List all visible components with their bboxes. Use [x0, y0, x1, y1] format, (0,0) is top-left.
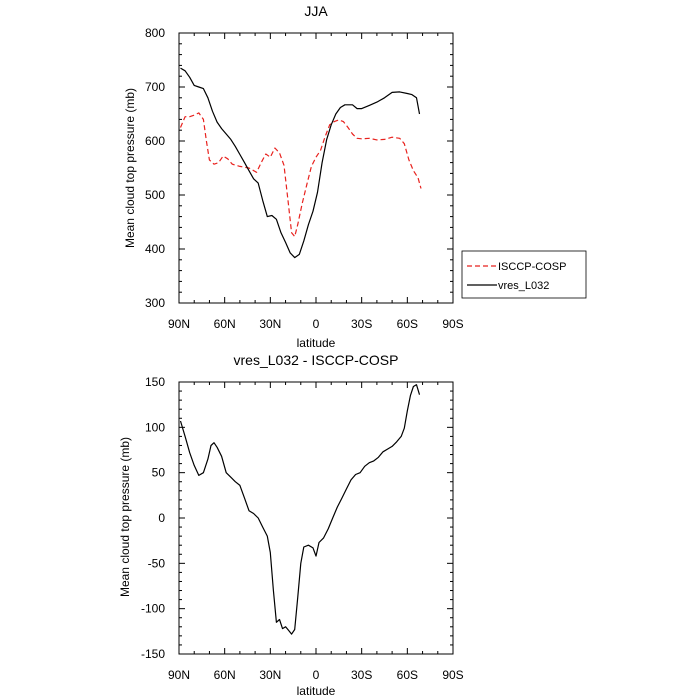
top-x-tick-label: 60N [214, 317, 236, 331]
bottom-plot-frame [178, 381, 454, 655]
bottom-x-tick-label: 60S [397, 668, 418, 682]
bottom-x-tick-label: 90N [168, 668, 190, 682]
top-y-tick-label: 500 [145, 188, 165, 202]
top-x-tick-label: 60S [397, 317, 418, 331]
top-x-tick-label: 0 [313, 317, 320, 331]
bottom-y-tick-label: -50 [148, 556, 166, 570]
bottom-panel: vres_L032 - ISCCP-COSP 90N 60N 30N 0 30S 60S 9… [118, 352, 464, 698]
top-x-tick-label: 30N [259, 317, 281, 331]
bottom-plot-area: 90N 60N 30N 0 30S 60S 90S -150 -100 -50 0 50 100 150 [141, 375, 464, 682]
top-y-tick-label: 800 [145, 26, 165, 40]
top-y-tick-label: 400 [145, 242, 165, 256]
legend-box [461, 250, 587, 299]
top-x-tick-label: 90S [442, 317, 463, 331]
top-y-axis-label: Mean cloud top pressure (mb) [123, 88, 137, 248]
legend: ISCCP-COSP vres_L032 [461, 250, 587, 299]
bottom-x-tick-label: 30N [259, 668, 281, 682]
bottom-y-tick-label: 150 [145, 375, 165, 389]
bottom-x-axis-label: latitude [297, 684, 336, 698]
bottom-series-line-difference [179, 384, 421, 635]
bottom-y-tick-label: 0 [158, 511, 165, 525]
top-y-tick-label: 700 [145, 80, 165, 94]
bottom-chart-title: vres_L032 - ISCCP-COSP [234, 352, 399, 368]
bottom-y-axis-label: Mean cloud top pressure (mb) [118, 437, 132, 597]
top-plot-area: 90N 60N 30N 0 30S 60S 90S 300 400 500 600 700 800 [145, 26, 464, 331]
top-x-tick-label: 90N [168, 317, 190, 331]
bottom-y-tick-label: 50 [152, 466, 166, 480]
bottom-x-tick-label: 90S [442, 668, 463, 682]
bottom-x-tick-label: 30S [351, 668, 372, 682]
bottom-y-tick-label: 100 [145, 420, 165, 434]
top-chart-title: JJA [304, 3, 328, 19]
bottom-y-tick-label: -150 [141, 647, 165, 661]
top-x-axis-label: latitude [297, 336, 336, 350]
legend-label-vres-l032: vres_L032 [498, 280, 549, 292]
bottom-x-tick-label: 0 [313, 668, 320, 682]
legend-label-isccp-cosp: ISCCP-COSP [498, 261, 566, 273]
bottom-x-tick-label: 60N [214, 668, 236, 682]
top-panel: JJA 90N 60N 30N 0 30S 60S 90S 300 400 500 600 700 80… [123, 3, 464, 350]
bottom-y-tick-label: -100 [141, 602, 165, 616]
top-y-tick-label: 600 [145, 134, 165, 148]
top-x-tick-label: 30S [351, 317, 372, 331]
top-series-line-isccp-cosp [179, 112, 422, 238]
top-series-line-vres-l032 [180, 67, 421, 259]
top-y-tick-label: 300 [145, 296, 165, 310]
